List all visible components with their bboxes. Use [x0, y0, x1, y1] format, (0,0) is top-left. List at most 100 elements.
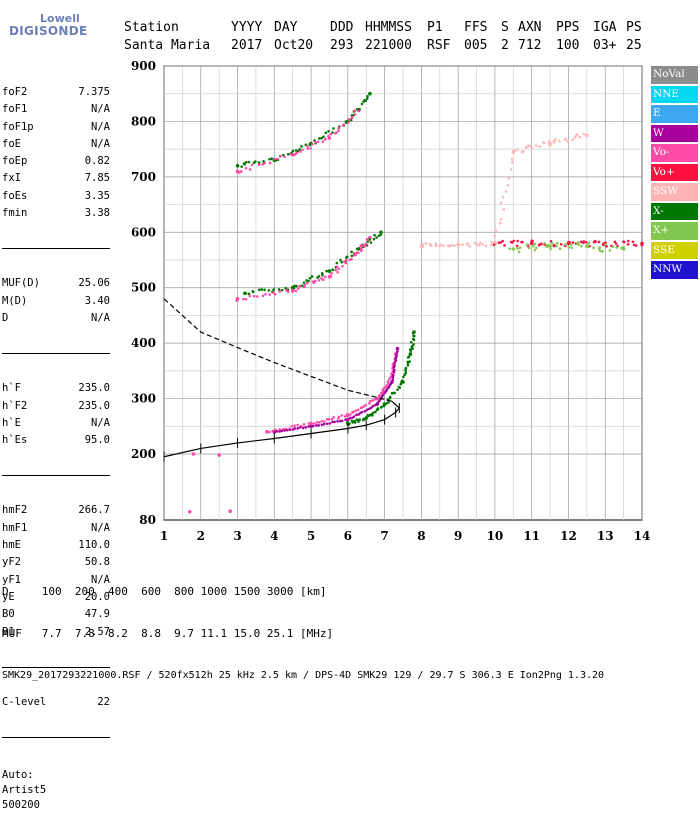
footer-file-info: SMK29_2017293221000.RSF / 520fx512h 25 k…: [2, 669, 604, 683]
vo-minus-echo: [298, 285, 301, 288]
vo-minus-echo: [362, 244, 365, 247]
vo-minus-echo: [268, 431, 271, 434]
vo-plus-echo: [560, 243, 563, 246]
vo-minus-echo: [327, 418, 330, 421]
x-plus-echo: [577, 241, 580, 244]
vo-minus-echo: [324, 276, 327, 279]
vo-minus-echo: [355, 409, 358, 412]
x-minus-echo: [321, 272, 324, 275]
vo-minus-echo: [304, 284, 307, 287]
ssw-echo: [564, 138, 567, 141]
x-minus-echo: [358, 108, 361, 111]
x-minus-echo: [351, 255, 354, 258]
vo-minus-echo: [354, 113, 357, 116]
vo-minus-echo: [263, 162, 266, 165]
x-plus-echo: [508, 247, 511, 250]
vo-minus-echo: [341, 265, 344, 268]
x-minus-echo: [346, 256, 349, 259]
vo-minus-echo: [318, 421, 321, 424]
x-minus-echo: [353, 420, 356, 423]
vo-plus-echo: [632, 241, 635, 244]
w-echo: [296, 427, 299, 430]
x-minus-echo: [281, 289, 284, 292]
vo-minus-echo: [347, 118, 350, 121]
x-plus-echo: [526, 244, 529, 247]
legend-item-w: W: [651, 125, 698, 143]
x-minus-echo: [263, 289, 266, 292]
x-plus-echo: [535, 247, 538, 250]
vo-plus-echo: [501, 240, 504, 243]
ssw-echo: [578, 136, 581, 139]
w-echo: [304, 426, 307, 429]
x-minus-echo: [332, 269, 335, 272]
w-echo: [331, 421, 334, 424]
ssw-echo: [505, 190, 508, 193]
x-tick-label: 10: [487, 529, 504, 543]
x-minus-echo: [355, 418, 358, 421]
vo-minus-echo: [349, 413, 352, 416]
ssw-echo: [490, 241, 493, 244]
ssw-echo: [495, 242, 498, 245]
w-echo: [286, 429, 289, 432]
x-minus-echo: [396, 388, 399, 391]
x-minus-echo: [348, 422, 351, 425]
x-plus-echo: [570, 243, 573, 246]
w-echo: [392, 374, 395, 377]
vo-minus-echo: [357, 409, 360, 412]
vo-minus-echo: [306, 145, 309, 148]
vo-minus-echo: [334, 269, 337, 272]
vo-plus-echo: [521, 241, 524, 244]
ssw-echo: [558, 140, 561, 143]
vo-minus-echo: [369, 236, 372, 239]
footer-muf-row: MUF 7.7 7.8 8.2 8.8 9.7 11.1 15.0 25.1 […: [2, 627, 604, 641]
x-plus-echo: [555, 244, 558, 247]
vo-plus-echo: [582, 242, 585, 245]
x-tick-label: 12: [560, 529, 577, 543]
vo-minus-echo: [351, 116, 354, 119]
vo-minus-echo: [265, 430, 268, 433]
vo-minus-echo: [301, 149, 304, 152]
w-echo: [395, 355, 398, 358]
x-plus-echo: [519, 246, 522, 249]
x-minus-echo: [375, 236, 378, 239]
vo-minus-echo: [330, 272, 333, 275]
ssw-echo: [485, 245, 488, 248]
x-minus-echo: [356, 108, 359, 111]
w-echo: [393, 362, 396, 365]
vo-minus-echo: [287, 290, 290, 293]
ssw-echo: [466, 242, 469, 245]
x-tick-label: 4: [270, 529, 278, 543]
x-plus-echo: [543, 242, 546, 245]
x-minus-echo: [370, 241, 373, 244]
x-tick-label: 9: [454, 529, 462, 543]
x-minus-echo: [309, 277, 312, 280]
x-plus-echo: [564, 243, 567, 246]
x-plus-echo: [587, 246, 590, 249]
x-minus-echo: [322, 135, 325, 138]
vo-minus-echo: [375, 398, 378, 401]
ssw-echo: [500, 202, 503, 205]
w-echo: [276, 430, 279, 433]
vo-minus-echo: [329, 133, 332, 136]
vo-minus-echo: [321, 420, 324, 423]
auto-line: Auto:: [2, 768, 110, 783]
vo-minus-echo: [278, 290, 281, 293]
ssw-echo: [513, 150, 516, 153]
x-tick-label: 1: [160, 529, 168, 543]
vo-minus-echo: [359, 244, 362, 247]
x-plus-echo: [516, 247, 519, 250]
x-plus-echo: [580, 245, 583, 248]
w-echo: [353, 415, 356, 418]
ssw-echo: [510, 168, 513, 171]
auto-line: Artist5: [2, 783, 110, 798]
x-plus-echo: [549, 248, 552, 251]
x-plus-echo: [556, 242, 559, 245]
vo-plus-echo: [627, 240, 630, 243]
legend-item-vo: Vo-: [651, 144, 698, 162]
w-echo: [349, 417, 352, 420]
vo-plus-echo: [568, 241, 571, 244]
vo-minus-echo: [386, 384, 389, 387]
x-plus-echo: [622, 246, 625, 249]
vo-plus-echo: [572, 241, 575, 244]
vo-minus-echo: [303, 423, 306, 426]
